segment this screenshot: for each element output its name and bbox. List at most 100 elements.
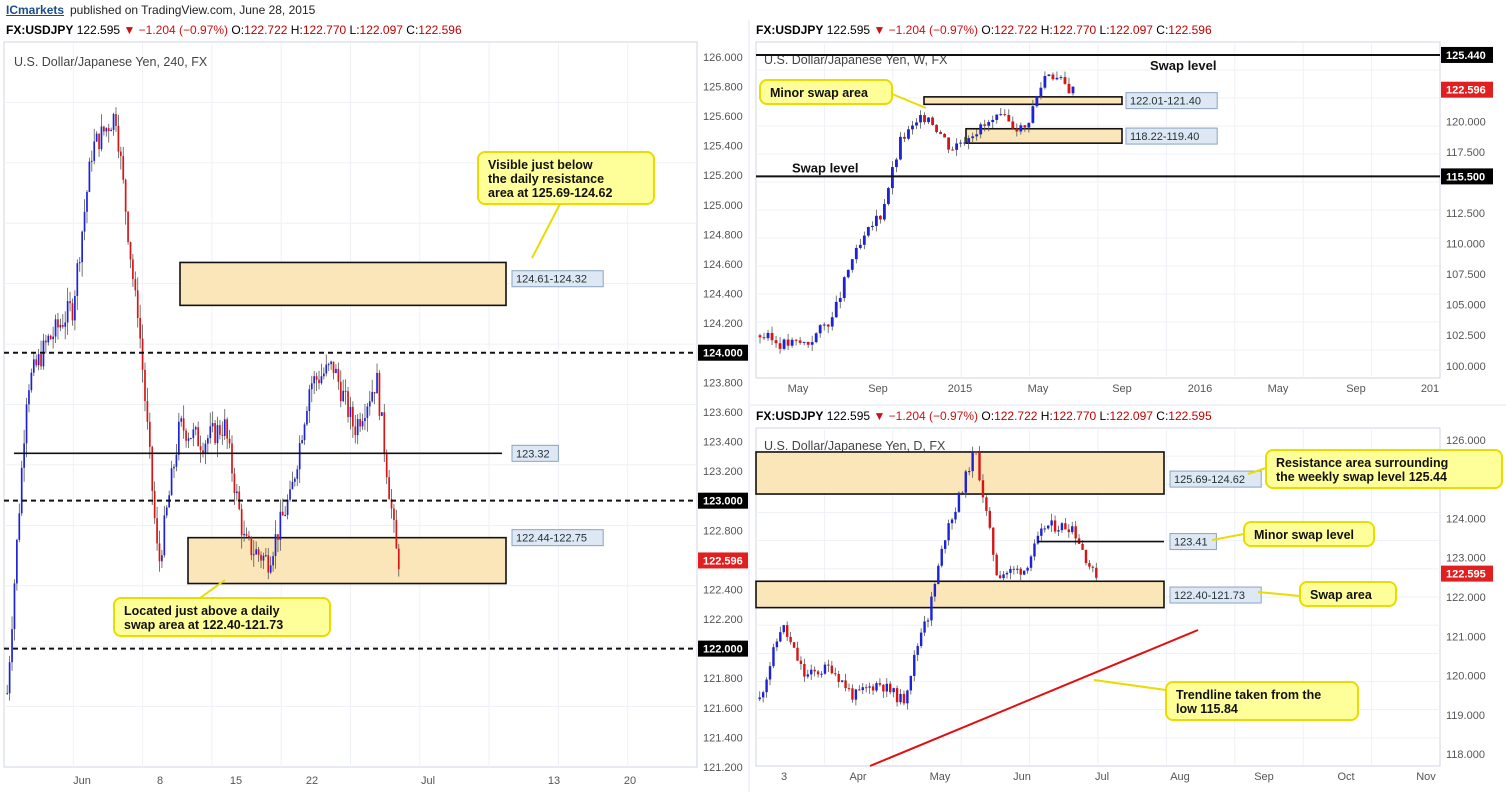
candle-body xyxy=(1005,572,1009,575)
candle-body xyxy=(320,376,323,384)
brand-link[interactable]: ICmarkets xyxy=(6,3,65,17)
price-tick-label: 123.600 xyxy=(703,407,743,419)
price-tick-label: 125.600 xyxy=(703,111,743,123)
candle-body xyxy=(52,336,54,340)
price-tick-label: 124.400 xyxy=(703,289,743,301)
candle-body xyxy=(95,133,98,142)
zone-label-box xyxy=(1169,586,1262,604)
candle-body xyxy=(798,340,802,343)
candle-body xyxy=(789,636,792,643)
h4-note-resistance-text: area at 125.69-124.62 xyxy=(488,186,612,200)
candle-body xyxy=(269,565,272,573)
time-tick-label: Jul xyxy=(421,775,435,787)
candle-body xyxy=(999,114,1003,116)
price-tick-label: 124.600 xyxy=(703,259,743,271)
candle-body xyxy=(383,412,386,454)
zone-rect xyxy=(755,451,1165,495)
candle-body xyxy=(78,262,81,264)
candle-body xyxy=(985,497,988,511)
candle-body xyxy=(122,156,125,180)
candle-body xyxy=(1043,76,1047,88)
daily-note-swap-area-text: Swap area xyxy=(1310,588,1373,602)
price-tick-label: 112.500 xyxy=(1446,208,1485,220)
weekly-info-line: FX:USDJPY 122.595 ▼ −1.204 (−0.97%) O:12… xyxy=(756,23,1212,37)
candle-body xyxy=(395,520,398,549)
daily-chart[interactable]: U.S. Dollar/Japanese Yen, D, FX 126.000 12… xyxy=(750,406,1506,792)
candle-body xyxy=(284,514,287,516)
candle-body xyxy=(1051,74,1055,80)
price-tick-label: 119.000 xyxy=(1446,710,1485,722)
candle-body xyxy=(959,142,963,144)
candle-body xyxy=(1039,87,1043,97)
note-pointer xyxy=(1247,467,1267,475)
candle-body xyxy=(356,419,359,436)
time-tick-label: 20 xyxy=(624,775,636,787)
price-tick-label: 123.400 xyxy=(703,436,743,448)
candle-body xyxy=(899,693,902,703)
candle-body xyxy=(339,381,342,402)
time-tick-label: Apr xyxy=(849,771,866,783)
candle-body xyxy=(799,660,803,664)
zone-label-box xyxy=(511,270,604,288)
candle-body xyxy=(141,338,144,370)
candle-body xyxy=(373,392,376,394)
zone-label: 123.32 xyxy=(516,448,550,460)
candle-body xyxy=(1009,568,1012,573)
candle-body xyxy=(1002,574,1005,579)
candle-body xyxy=(233,473,236,494)
candle-body xyxy=(913,654,916,676)
time-tick-label: 15 xyxy=(230,775,242,787)
zone-label: 123.41 xyxy=(1174,537,1208,549)
candle-body xyxy=(930,596,933,621)
candle-body xyxy=(844,680,847,689)
zone-rect xyxy=(965,127,1123,144)
candle-body xyxy=(963,142,967,144)
candle-body xyxy=(255,549,258,555)
candle-body xyxy=(8,662,11,694)
price-tick-label: 107.500 xyxy=(1446,269,1486,281)
candle-body xyxy=(919,632,923,647)
candle-body xyxy=(1067,529,1071,533)
candle-body xyxy=(291,481,294,490)
candle-body xyxy=(252,554,255,556)
candle-body xyxy=(964,471,967,493)
price-tick-label: 124.800 xyxy=(703,229,743,241)
candle-body xyxy=(770,332,774,341)
candle-body xyxy=(23,443,25,468)
time-tick-label: 8 xyxy=(157,775,163,787)
candle-body xyxy=(294,478,296,482)
candle-body xyxy=(987,122,991,126)
weekly-note-minor-swap-box xyxy=(759,79,893,105)
candle-body xyxy=(226,419,229,439)
candle-body xyxy=(790,339,794,346)
candle-body xyxy=(119,151,122,157)
time-tick-label: May xyxy=(1268,383,1289,395)
price-tick-label: 121.400 xyxy=(703,732,743,744)
candle-body xyxy=(766,332,770,339)
price-tick-label: 117.500 xyxy=(1446,147,1485,159)
candle-body xyxy=(342,390,345,402)
candle-body xyxy=(376,372,378,394)
candle-body xyxy=(265,555,267,557)
candle-body xyxy=(30,372,33,391)
h4-chart[interactable]: U.S. Dollar/Japanese Yen, 240, FX 126.000… xyxy=(0,20,748,792)
candle-body xyxy=(37,354,40,366)
candle-body xyxy=(842,277,846,299)
candle-body xyxy=(296,469,299,479)
candle-body xyxy=(803,663,806,677)
candle-body xyxy=(202,450,204,454)
candle-body xyxy=(197,427,200,447)
candle-body xyxy=(955,143,959,150)
candle-body xyxy=(146,401,149,422)
candle-body xyxy=(1011,121,1015,129)
candle-body xyxy=(810,342,814,345)
candle-body xyxy=(779,632,782,642)
time-tick-label: May xyxy=(788,383,809,395)
candle-body xyxy=(1043,528,1046,530)
candle-body xyxy=(847,688,851,690)
candle-body xyxy=(854,247,858,260)
weekly-chart[interactable]: U.S. Dollar/Japanese Yen, W, FX Swap leve… xyxy=(750,20,1506,404)
candle-body xyxy=(248,535,250,537)
candle-body xyxy=(1088,563,1091,567)
candle-body xyxy=(816,671,820,675)
